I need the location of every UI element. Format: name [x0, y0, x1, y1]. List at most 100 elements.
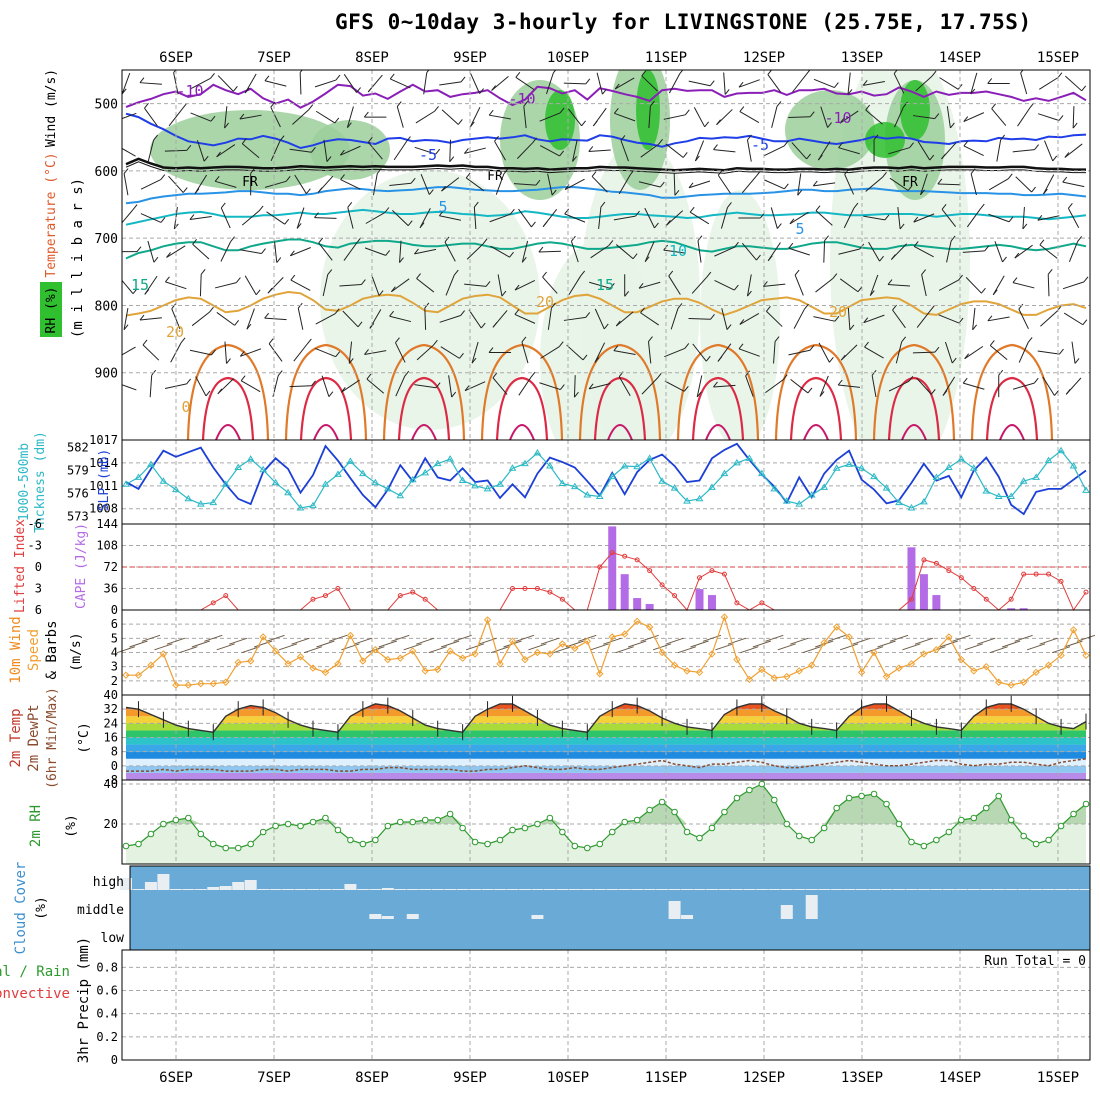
wind-speed-marker	[508, 637, 517, 645]
wind-barb	[614, 112, 636, 122]
axis-label-millibars: (m i l l i b a r s)	[70, 178, 86, 338]
surface-wind-barb	[727, 637, 747, 645]
wind-barb-flag	[503, 168, 509, 175]
rh-marker	[135, 840, 142, 848]
wind-speed-marker	[758, 665, 766, 674]
wind-barb	[1067, 208, 1080, 228]
wind-barb	[514, 280, 536, 291]
wind-speed-marker	[396, 654, 404, 662]
wind-barb	[640, 143, 659, 158]
wind-speed-marker	[1044, 661, 1053, 669]
wind-barb-flag	[453, 269, 459, 276]
wind-barb	[1014, 244, 1033, 259]
precip-tick-label: 0.6	[96, 984, 118, 998]
thickness-marker	[271, 478, 280, 486]
wind-barb-flag	[847, 89, 853, 95]
wind-speed-marker	[384, 655, 392, 664]
cloud-bar	[681, 915, 694, 919]
wind-barb	[970, 173, 977, 196]
thickness-marker	[570, 482, 579, 490]
wind-barb-flag	[559, 107, 565, 114]
rh-marker	[1070, 810, 1077, 818]
isotherm-hottest	[901, 424, 927, 440]
wind-barb	[190, 77, 211, 90]
axis-label-cape: CAPE (J/kg)	[74, 523, 89, 609]
surface-wind-barb	[952, 634, 971, 642]
wind-barb	[913, 246, 934, 258]
isotherm-hot	[985, 376, 1039, 440]
rh-marker	[771, 796, 778, 804]
cloud-bar	[656, 889, 669, 890]
thickness-marker	[882, 484, 891, 491]
wind-barb	[946, 240, 952, 263]
rh-marker	[658, 798, 666, 806]
wind-speed-marker	[483, 616, 492, 624]
wind-barb	[618, 174, 631, 195]
wind-barb	[469, 106, 481, 128]
lifted-index-marker	[597, 564, 603, 570]
lifted-index-marker	[522, 586, 528, 591]
wind-barb-flag	[684, 109, 690, 116]
wind-barb-flag	[142, 339, 148, 346]
wind-barb	[192, 243, 210, 260]
wind-barb-flag	[717, 169, 723, 176]
wind-barb-flag	[488, 347, 494, 353]
wind-barb	[765, 379, 784, 394]
rh-marker	[870, 790, 878, 798]
wind-barb-flag	[666, 220, 671, 226]
wind-speed-marker	[284, 660, 292, 668]
cape-bar	[695, 589, 704, 610]
wind-barb	[441, 177, 460, 192]
isotherm-hottest	[313, 424, 339, 440]
thickness-marker	[209, 498, 218, 506]
isotherm-line	[125, 208, 1087, 226]
wind-barb	[224, 341, 228, 364]
wind-barb	[399, 240, 402, 263]
wind-barb	[664, 380, 685, 392]
wind-barb	[268, 343, 283, 362]
rh-marker	[409, 818, 417, 826]
wind-barb-flag	[311, 380, 316, 387]
lifted-index-marker	[422, 596, 428, 602]
thickness-marker	[620, 461, 629, 469]
thickness-marker	[583, 491, 592, 498]
surface-wind-barb	[790, 637, 809, 645]
wind-barb	[868, 241, 880, 262]
wind-barb-flag	[416, 273, 421, 279]
wind-barb-flag	[632, 253, 638, 260]
rh-marker	[384, 822, 392, 830]
wind-barb-flag	[782, 374, 788, 381]
wind-barb-flag	[696, 391, 702, 398]
wind-barb-flag	[668, 270, 674, 277]
wind-barb	[764, 179, 785, 190]
thickness-marker	[159, 477, 168, 484]
wind-barb-flag	[862, 80, 868, 86]
wind-speed-marker	[920, 650, 928, 658]
temp-tick-label: 8	[111, 745, 118, 759]
wind-barb-flag	[314, 212, 319, 218]
thickness-marker	[857, 464, 866, 471]
wind-barb	[865, 109, 883, 125]
wind-barb	[815, 278, 834, 293]
thickness-marker	[446, 455, 455, 462]
wind-barb	[220, 207, 231, 229]
wind-barb-flag	[246, 323, 252, 330]
wind-barb-flag	[1054, 390, 1059, 396]
wind-barb-flag	[209, 306, 214, 313]
wind-barb	[641, 377, 658, 395]
wind-barb-flag	[559, 150, 564, 157]
wind-barb-flag	[581, 120, 586, 127]
wind-barb	[292, 109, 310, 125]
right-tick-label: 1011	[89, 479, 118, 493]
rh-marker	[446, 810, 454, 818]
surface-wind-barb	[615, 646, 634, 654]
wind-barb-flag	[277, 370, 283, 376]
thickness-marker	[508, 464, 517, 471]
wind-barb-flag	[535, 179, 541, 186]
wind-barb-flag	[788, 242, 794, 249]
lifted-index-marker	[310, 596, 316, 602]
rh-marker	[234, 844, 242, 852]
wind-barb	[813, 78, 835, 89]
wind-barb-flag	[139, 77, 145, 83]
wind-barb-flag	[931, 70, 937, 77]
